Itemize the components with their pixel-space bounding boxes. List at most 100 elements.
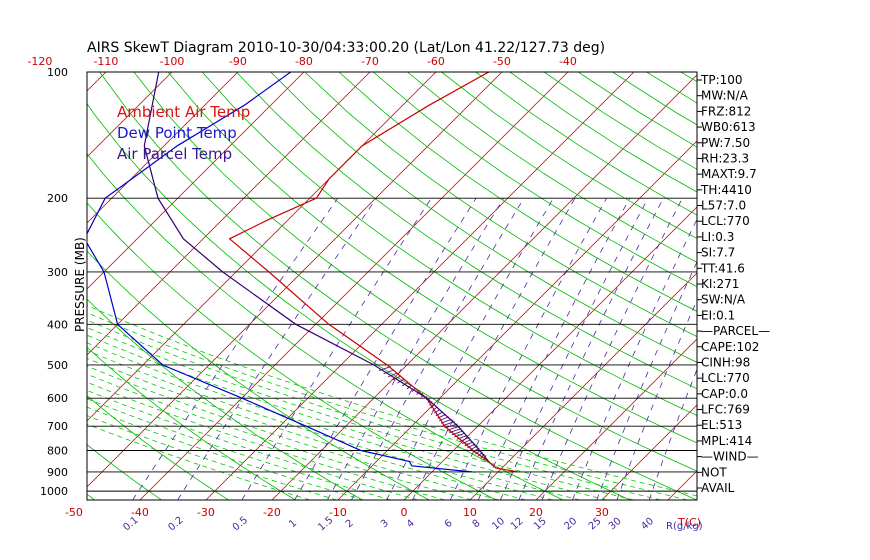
isotherm-line (87, 72, 503, 488)
isotherm-line (87, 72, 305, 290)
panel-stat: AVAIL (701, 481, 735, 495)
isotherm-line (87, 72, 437, 422)
isotherm-line (469, 272, 697, 500)
bottom-temp-tick: -30 (197, 506, 215, 519)
panel-stat: NOT (701, 465, 727, 479)
moist-adiabat-line (87, 312, 688, 500)
panel-stat: —PARCEL— (701, 324, 770, 338)
top-temp-tick: -70 (361, 55, 379, 68)
moist-adiabat-line (87, 406, 365, 500)
panel-stat: TP:100 (700, 73, 743, 87)
moist-adiabat-line (87, 373, 472, 500)
legend-entry: Ambient Air Temp (117, 103, 250, 121)
mixing-ratio-line (327, 197, 505, 500)
pressure-tick-label: 200 (47, 192, 68, 205)
mixing-ratio-tick: 8 (471, 518, 483, 531)
dry-adiabat-line (270, 72, 697, 363)
mixing-ratio-line (541, 198, 683, 500)
panel-stat: KI:271 (701, 277, 739, 291)
mixing-ratio-lines (132, 197, 697, 500)
dry-adiabat-line (852, 72, 870, 500)
dry-adiabat-line (475, 72, 697, 216)
dry-adiabat-line (133, 72, 697, 472)
series-line (228, 72, 518, 473)
panel-stat: LI:0.3 (701, 230, 734, 244)
bottom-temp-tick: 10 (463, 506, 477, 519)
mixing-ratio-unit: R(g/kg) (666, 521, 703, 532)
mixing-ratio-tick: 30 (607, 516, 624, 533)
bottom-temp-tick: -20 (263, 506, 281, 519)
dry-adiabat-line (304, 72, 697, 338)
top-temp-tick: -40 (559, 55, 577, 68)
pressure-tick-label: 500 (47, 359, 68, 372)
dry-adiabat-line (87, 395, 229, 500)
dry-adiabat-line (818, 72, 870, 500)
moist-adiabat-line (87, 365, 499, 500)
mixing-ratio-line (499, 198, 649, 500)
panel-stat: CAP:0.0 (701, 387, 748, 401)
isotherm-line (0, 72, 40, 500)
mixing-ratio-tick: 4 (405, 518, 417, 531)
dry-adiabat-line (372, 72, 697, 288)
dry-adiabat-line (87, 102, 631, 500)
isotherm-line (800, 72, 870, 500)
bottom-temp-tick: 0 (400, 506, 407, 519)
mixing-ratio-line (596, 261, 697, 500)
isobar-lines (87, 72, 697, 492)
panel-stat: LCL:770 (701, 214, 750, 228)
panel-stat: CAPE:102 (701, 340, 759, 354)
hatch-mark (397, 378, 405, 384)
isotherm-line (271, 74, 697, 500)
panel-stat: MPL:414 (701, 434, 752, 448)
isotherm-line (734, 72, 870, 500)
mixing-ratio-line (386, 197, 554, 500)
dry-adiabat-line (87, 153, 564, 500)
dry-adiabat-line (201, 72, 697, 416)
pressure-tick-label: 100 (47, 66, 68, 79)
y-axis-label: PRESSURE (MB) (73, 237, 87, 332)
dry-adiabat-line (407, 72, 697, 263)
dry-adiabat-line (0, 72, 28, 500)
series-line (87, 72, 472, 473)
legend-entry: Air Parcel Temp (117, 145, 232, 163)
mixing-ratio-line (241, 197, 432, 500)
top-temp-tick: -60 (427, 55, 445, 68)
moist-adiabat-line (87, 304, 697, 497)
mixing-ratio-line (572, 218, 697, 500)
panel-stat: TT:41.6 (700, 261, 745, 275)
plot-frame (86, 71, 698, 501)
dry-adiabat-line (87, 202, 497, 500)
mixing-ratio-tick: 12 (509, 516, 526, 533)
bottom-temp-tick: -10 (329, 506, 347, 519)
pressure-tick-label: 800 (47, 445, 68, 458)
hatch-mark (392, 375, 402, 381)
bottom-temp-tick: -40 (131, 506, 149, 519)
dry-adiabat-line (441, 72, 697, 240)
mixing-ratio-tick: 0.2 (166, 515, 185, 534)
dry-adiabat-lines (0, 72, 870, 500)
legend-entry: Dew Point Temp (117, 124, 237, 142)
moist-adiabat-line (87, 334, 607, 500)
legend: Ambient Air Temp Dew Point Temp Air Parcel… (117, 103, 250, 163)
isotherm-line (601, 404, 697, 500)
dry-adiabat-line (749, 72, 870, 500)
isotherm-line (205, 72, 635, 500)
mixing-ratio-tick: 2 (344, 518, 356, 531)
pressure-tick-label: 300 (47, 266, 68, 279)
dry-adiabat-line (646, 72, 697, 104)
pressure-tick-label: 600 (47, 392, 68, 405)
mixing-ratio-line (132, 197, 339, 500)
dry-adiabat-line (509, 72, 697, 193)
mixing-ratio-tick: 1 (287, 518, 299, 531)
top-temp-tick: -110 (93, 55, 118, 68)
bottom-temp-tick: -50 (65, 506, 83, 519)
panel-stat: CINH:98 (701, 355, 750, 369)
dry-adiabat-line (338, 72, 697, 312)
panel-stat: SI:7.7 (701, 246, 735, 260)
panel-stat: LCL:770 (701, 371, 750, 385)
dry-adiabat-line (99, 72, 697, 500)
panel-stat: L57:7.0 (701, 199, 746, 213)
hatch-mark (383, 369, 395, 375)
mixing-ratio-tick: 6 (443, 518, 455, 531)
mixing-ratio-line (177, 197, 377, 500)
